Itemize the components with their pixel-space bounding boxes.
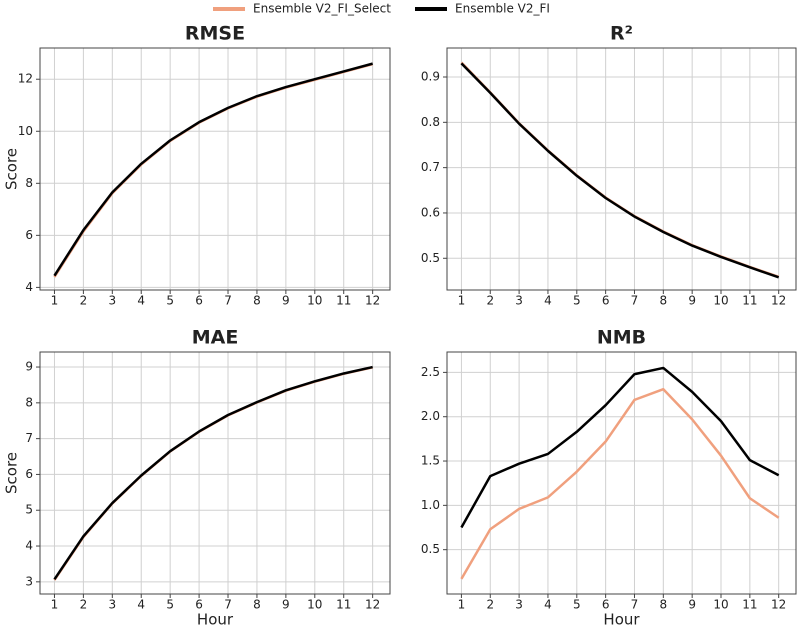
x-tick-label: 8 xyxy=(660,598,668,612)
plot-frame xyxy=(39,351,391,595)
series-line xyxy=(460,61,780,279)
series-line xyxy=(460,387,780,580)
x-tick-label: 1 xyxy=(51,294,59,308)
chart-title: MAE xyxy=(192,327,239,349)
chart-title: RMSE xyxy=(185,23,245,45)
y-tick-label: 12 xyxy=(18,72,33,86)
x-tick-label: 9 xyxy=(688,598,696,612)
x-tick-label: 5 xyxy=(166,294,174,308)
x-tick-label: 4 xyxy=(137,598,145,612)
y-tick-label: 0.5 xyxy=(421,542,440,556)
y-tick-label: 8 xyxy=(25,176,33,190)
x-tick-label: 5 xyxy=(166,598,174,612)
x-tick-label: 1 xyxy=(51,598,59,612)
x-tick-label: 9 xyxy=(688,294,696,308)
y-axis-label: Score xyxy=(3,148,21,190)
y-tick-label: 8 xyxy=(25,395,33,409)
x-tick-label: 7 xyxy=(631,598,639,612)
x-tick-label: 8 xyxy=(253,294,261,308)
x-tick-label: 3 xyxy=(515,294,523,308)
y-tick-label: 0.8 xyxy=(421,115,440,129)
x-tick-label: 4 xyxy=(137,294,145,308)
y-tick-label: 3 xyxy=(25,574,33,588)
y-tick-label: 2.0 xyxy=(421,409,440,423)
y-tick-label: 4 xyxy=(25,280,33,294)
x-tick-label: 12 xyxy=(771,598,786,612)
x-tick-label: 11 xyxy=(742,294,757,308)
series-line xyxy=(460,62,780,279)
series-line xyxy=(53,62,373,277)
y-tick-label: 7 xyxy=(25,431,33,445)
series-line xyxy=(460,366,780,529)
x-tick-label: 12 xyxy=(771,294,786,308)
legend-label: Ensemble V2_FI_Select xyxy=(253,2,391,16)
x-tick-label: 7 xyxy=(631,294,639,308)
legend-label: Ensemble V2_FI xyxy=(455,2,550,16)
series-line xyxy=(53,366,373,581)
y-tick-label: 5 xyxy=(25,503,33,517)
x-tick-label: 10 xyxy=(307,598,322,612)
x-tick-label: 1 xyxy=(458,598,466,612)
x-tick-label: 5 xyxy=(573,294,581,308)
x-tick-label: 2 xyxy=(486,294,494,308)
y-tick-label: 9 xyxy=(25,360,33,374)
y-tick-label: 0.5 xyxy=(421,251,440,265)
x-tick-label: 12 xyxy=(365,294,380,308)
x-tick-label: 9 xyxy=(282,294,290,308)
plot-frame xyxy=(446,351,797,595)
y-tick-label: 4 xyxy=(25,539,33,553)
x-tick-label: 12 xyxy=(365,598,380,612)
x-tick-label: 6 xyxy=(195,598,203,612)
y-tick-label: 10 xyxy=(18,124,33,138)
x-tick-label: 10 xyxy=(713,598,728,612)
x-tick-label: 4 xyxy=(544,598,552,612)
y-tick-label: 6 xyxy=(25,228,33,242)
y-axis-label: Score xyxy=(3,452,21,494)
plot-frame xyxy=(39,47,391,291)
x-tick-label: 9 xyxy=(282,598,290,612)
x-tick-label: 6 xyxy=(602,294,610,308)
chart-title: NMB xyxy=(597,327,646,349)
x-tick-label: 3 xyxy=(108,598,116,612)
series-line xyxy=(53,62,373,278)
x-axis-label: Hour xyxy=(603,611,640,626)
x-axis-label: Hour xyxy=(197,611,234,626)
y-tick-label: 0.7 xyxy=(421,160,440,174)
y-tick-label: 1.0 xyxy=(421,498,440,512)
x-tick-label: 2 xyxy=(486,598,494,612)
x-tick-label: 6 xyxy=(195,294,203,308)
x-tick-label: 7 xyxy=(224,598,232,612)
x-tick-label: 2 xyxy=(80,598,88,612)
x-tick-label: 10 xyxy=(307,294,322,308)
plot-frame xyxy=(446,47,797,291)
x-tick-label: 3 xyxy=(108,294,116,308)
y-tick-label: 2.5 xyxy=(421,365,440,379)
x-tick-label: 7 xyxy=(224,294,232,308)
x-tick-label: 6 xyxy=(602,598,610,612)
x-tick-label: 1 xyxy=(458,294,466,308)
x-tick-label: 8 xyxy=(660,294,668,308)
x-tick-label: 2 xyxy=(80,294,88,308)
x-tick-label: 4 xyxy=(544,294,552,308)
x-tick-label: 11 xyxy=(336,294,351,308)
series-line xyxy=(53,365,373,581)
y-tick-label: 0.6 xyxy=(421,205,440,219)
y-tick-label: 1.5 xyxy=(421,454,440,468)
x-tick-label: 8 xyxy=(253,598,261,612)
x-tick-label: 5 xyxy=(573,598,581,612)
x-tick-label: 10 xyxy=(713,294,728,308)
chart-title: R² xyxy=(610,23,633,45)
x-tick-label: 11 xyxy=(742,598,757,612)
y-tick-label: 0.9 xyxy=(421,70,440,84)
x-tick-label: 3 xyxy=(515,598,523,612)
x-tick-label: 11 xyxy=(336,598,351,612)
y-tick-label: 6 xyxy=(25,467,33,481)
